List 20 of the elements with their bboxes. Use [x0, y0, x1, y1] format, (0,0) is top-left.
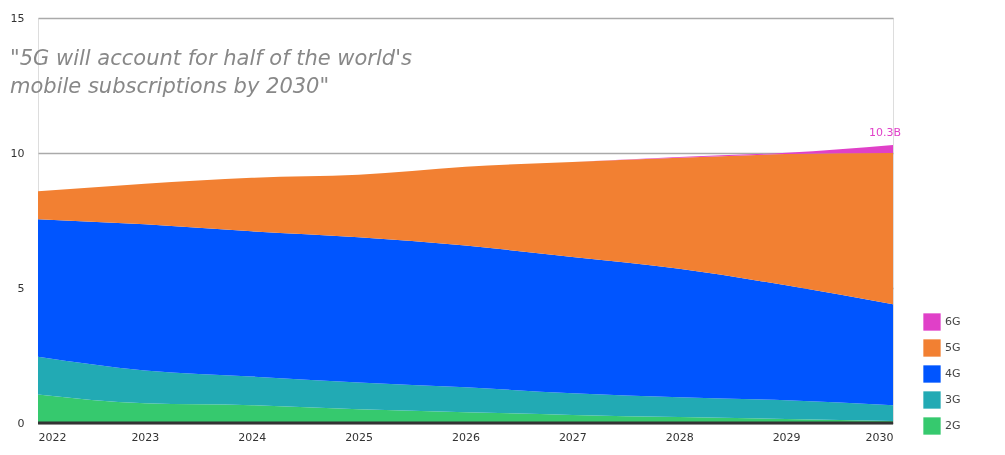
x-tick-label: 2029 — [772, 430, 801, 444]
legend-label: 4G — [945, 367, 961, 380]
x-tick-label: 2026 — [452, 430, 480, 444]
x-tick-label: 2027 — [558, 430, 587, 444]
y-tick-label: 0 — [17, 416, 25, 430]
annotation: 10.3B — [868, 125, 901, 139]
x-tick-label: 2025 — [345, 430, 374, 444]
x-tick-label: 2028 — [665, 430, 694, 444]
x-tick-label: 2024 — [238, 430, 267, 444]
y-tick-label: 10 — [10, 146, 25, 160]
legend-label: 2G — [945, 419, 961, 432]
y-tick-label: 15 — [10, 11, 25, 25]
legend-label: 6G — [945, 315, 961, 328]
text: "5G will account for half of the world's mobile subscriptions by 2030" — [10, 46, 412, 98]
x-tick-label: 2023 — [131, 430, 160, 444]
x-tick-label: 2022 — [38, 430, 67, 444]
legend-label: 5G — [945, 341, 961, 354]
y-tick-label: 5 — [17, 281, 25, 295]
legend-label: 3G — [945, 393, 961, 406]
x-tick-label: 2030 — [865, 430, 894, 444]
